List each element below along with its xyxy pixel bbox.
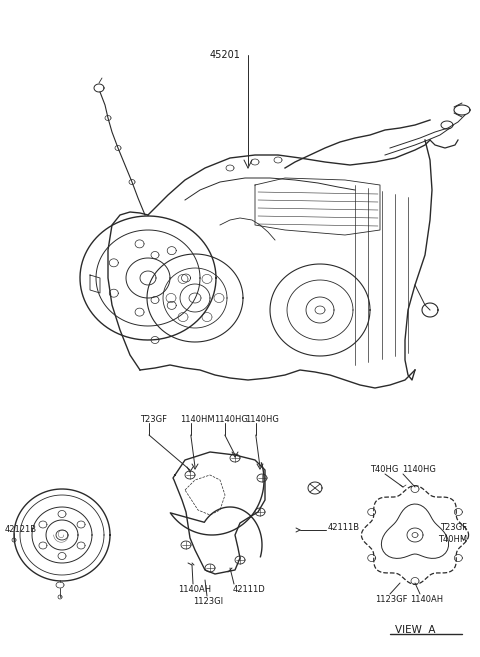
Text: T23GF: T23GF: [140, 415, 167, 424]
Text: 1140HG: 1140HG: [214, 415, 248, 424]
Text: 1140HM: 1140HM: [180, 415, 215, 424]
Text: 42121B: 42121B: [5, 526, 37, 535]
Text: 1123GI: 1123GI: [193, 597, 223, 606]
Text: 1140HG: 1140HG: [402, 465, 436, 474]
Text: T40HM: T40HM: [438, 535, 467, 545]
Text: T40HG: T40HG: [370, 465, 398, 474]
Text: 1140HG: 1140HG: [245, 415, 279, 424]
Text: T23GF: T23GF: [440, 522, 467, 532]
Text: 1140AH: 1140AH: [410, 595, 443, 604]
Text: 42111D: 42111D: [233, 585, 266, 594]
Text: 1123GF: 1123GF: [375, 595, 408, 604]
Text: 1140AH: 1140AH: [178, 585, 211, 594]
Text: 42111B: 42111B: [328, 524, 360, 533]
Text: 45201: 45201: [210, 50, 240, 60]
Text: VIEW  A: VIEW A: [395, 625, 435, 635]
